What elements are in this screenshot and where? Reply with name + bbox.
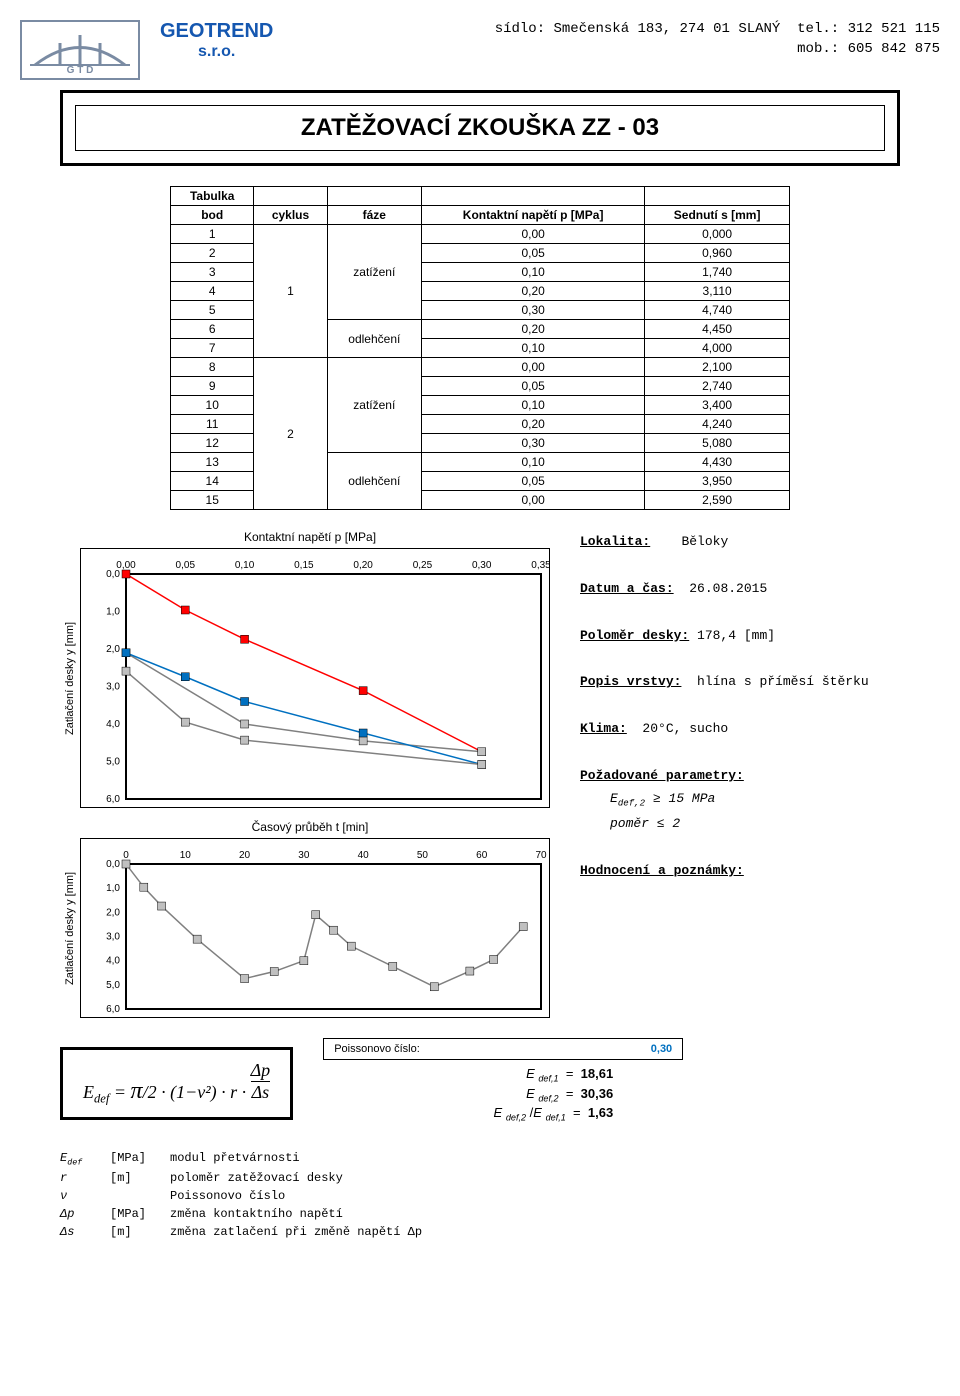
page-header: G T D GEOTREND s.r.o. sídlo: Smečenská 1…	[20, 20, 940, 80]
svg-text:0,35: 0,35	[531, 560, 550, 571]
legend-row: Δp[MPa]změna kontaktního napětí	[60, 1205, 900, 1223]
col-header: bod	[171, 206, 254, 225]
table-header	[422, 187, 645, 206]
svg-text:0,20: 0,20	[353, 560, 373, 571]
table-header	[327, 187, 421, 206]
svg-text:10: 10	[180, 850, 192, 861]
legend-block: Edef[MPa]modul přetvárnosti r[m]poloměr …	[60, 1149, 900, 1241]
formula-box: Edef = π/2 · (1−ν²) · r · ΔpΔs	[60, 1047, 293, 1120]
formula-results-row: Edef = π/2 · (1−ν²) · r · ΔpΔs Poissonov…	[60, 1038, 900, 1129]
company-logo: G T D	[20, 20, 140, 80]
company-name: GEOTREND	[160, 20, 273, 43]
datum-value: 26.08.2015	[689, 581, 767, 596]
param-2: poměr ≤ 2	[580, 812, 900, 835]
svg-text:60: 60	[476, 850, 488, 861]
table-header: Tabulka	[171, 187, 254, 206]
page-title: ZATĚŽOVACÍ ZKOUŠKA ZZ - 03	[75, 105, 885, 151]
lokalita-value: Běloky	[681, 534, 728, 549]
e-results: E def,1 = 18,61 E def,2 = 30,36 E def,2 …	[323, 1060, 683, 1129]
polomer-value: 178,4 [mm]	[697, 628, 775, 643]
svg-text:70: 70	[535, 850, 547, 861]
table-header	[254, 187, 327, 206]
chart2-ylabel: Zatlačení desky y [mm]	[60, 838, 80, 1018]
svg-text:6,0: 6,0	[106, 794, 120, 805]
legend-row: Edef[MPa]modul přetvárnosti	[60, 1149, 900, 1169]
svg-text:2,0: 2,0	[106, 644, 120, 655]
chart1: 0,000,050,100,150,200,250,300,350,01,02,…	[80, 548, 550, 808]
address-line: sídlo: Smečenská 183, 274 01 SLANÝ	[495, 21, 781, 37]
pozadovane-label: Požadované parametry:	[580, 768, 744, 783]
title-border: ZATĚŽOVACÍ ZKOUŠKA ZZ - 03	[60, 90, 900, 166]
hodnoceni-label: Hodnocení a poznámky:	[580, 863, 744, 878]
e2-value: 30,36	[581, 1086, 614, 1101]
poisson-value: 0,30	[651, 1043, 672, 1055]
results-box: Poissonovo číslo: 0,30 E def,1 = 18,61 E…	[323, 1038, 683, 1129]
svg-text:4,0: 4,0	[106, 719, 120, 730]
chart-column: Kontaktní napětí p [MPa] Zatlačení desky…	[60, 530, 560, 1018]
mob-label: mob.:	[797, 41, 839, 57]
chart1-ylabel: Zatlačení desky y [mm]	[60, 548, 80, 808]
poisson-row: Poissonovo číslo: 0,30	[323, 1038, 683, 1060]
chart2: 0 10 20 30 40 50 60 70 0,0 1,0 2,0 3,0 4,0 5,0 6,0	[80, 838, 550, 1018]
svg-text:0,15: 0,15	[294, 560, 314, 571]
svg-text:0,0: 0,0	[106, 569, 120, 580]
klima-value: 20°C, sucho	[642, 721, 728, 736]
svg-text:6,0: 6,0	[106, 1004, 120, 1015]
e1-value: 18,61	[581, 1066, 614, 1081]
chart2-title: Časový průběh t [min]	[60, 820, 560, 834]
legend-row: Δs[m]změna zatlačení při změně napětí Δp	[60, 1223, 900, 1241]
svg-text:4,0: 4,0	[106, 956, 120, 967]
svg-text:50: 50	[417, 850, 429, 861]
klima-label: Klima:	[580, 721, 627, 736]
legend-row: r[m]poloměr zatěžovací desky	[60, 1169, 900, 1187]
svg-text:30: 30	[298, 850, 310, 861]
col-header: fáze	[327, 206, 421, 225]
svg-text:40: 40	[358, 850, 370, 861]
col-header: cyklus	[254, 206, 327, 225]
table-row: Tabulka	[171, 187, 790, 206]
svg-text:20: 20	[239, 850, 251, 861]
datum-label: Datum a čas:	[580, 581, 674, 596]
company-name-block: GEOTREND s.r.o.	[160, 20, 273, 61]
svg-text:0,05: 0,05	[176, 560, 196, 571]
poisson-label: Poissonovo číslo:	[334, 1043, 420, 1055]
svg-text:1,0: 1,0	[106, 883, 120, 894]
table-row: 11zatížení0,000,000	[171, 225, 790, 244]
svg-text:1,0: 1,0	[106, 607, 120, 618]
company-address: sídlo: Smečenská 183, 274 01 SLANÝ tel.:…	[495, 20, 940, 59]
mob-number: 605 842 875	[848, 41, 940, 57]
info-column: Lokalita: Běloky Datum a čas: 26.08.2015…	[580, 530, 900, 1018]
svg-text:5,0: 5,0	[106, 980, 120, 991]
svg-text:2,0: 2,0	[106, 907, 120, 918]
col-header: Sednutí s [mm]	[645, 206, 790, 225]
table-row: bod cyklus fáze Kontaktní napětí p [MPa]…	[171, 206, 790, 225]
svg-text:3,0: 3,0	[106, 932, 120, 943]
svg-text:G T D: G T D	[67, 65, 94, 75]
svg-text:0: 0	[123, 850, 129, 861]
popis-value: hlína s příměsí štěrku	[697, 674, 869, 689]
legend-row: νPoissonovo číslo	[60, 1187, 900, 1205]
table-header	[645, 187, 790, 206]
col-header: Kontaktní napětí p [MPa]	[422, 206, 645, 225]
tel-number: 312 521 115	[848, 21, 940, 37]
data-table: Tabulka bod cyklus fáze Kontaktní napětí…	[170, 186, 790, 510]
data-table-container: Tabulka bod cyklus fáze Kontaktní napětí…	[170, 186, 790, 510]
tel-label: tel.:	[797, 21, 839, 37]
svg-text:0,25: 0,25	[413, 560, 433, 571]
param-1: Edef,2 ≥ 15 MPa	[580, 787, 900, 812]
table-row: 82zatížení0,002,100	[171, 358, 790, 377]
ratio-value: 1,63	[588, 1105, 613, 1120]
svg-text:3,0: 3,0	[106, 682, 120, 693]
svg-text:0,30: 0,30	[472, 560, 492, 571]
svg-text:0,10: 0,10	[235, 560, 255, 571]
svg-text:0,0: 0,0	[106, 859, 120, 870]
svg-text:5,0: 5,0	[106, 757, 120, 768]
popis-label: Popis vrstvy:	[580, 674, 681, 689]
chart1-title: Kontaktní napětí p [MPa]	[60, 530, 560, 544]
mid-section: Kontaktní napětí p [MPa] Zatlačení desky…	[60, 530, 900, 1018]
company-subtitle: s.r.o.	[198, 43, 235, 61]
polomer-label: Poloměr desky:	[580, 628, 689, 643]
lokalita-label: Lokalita:	[580, 534, 650, 549]
